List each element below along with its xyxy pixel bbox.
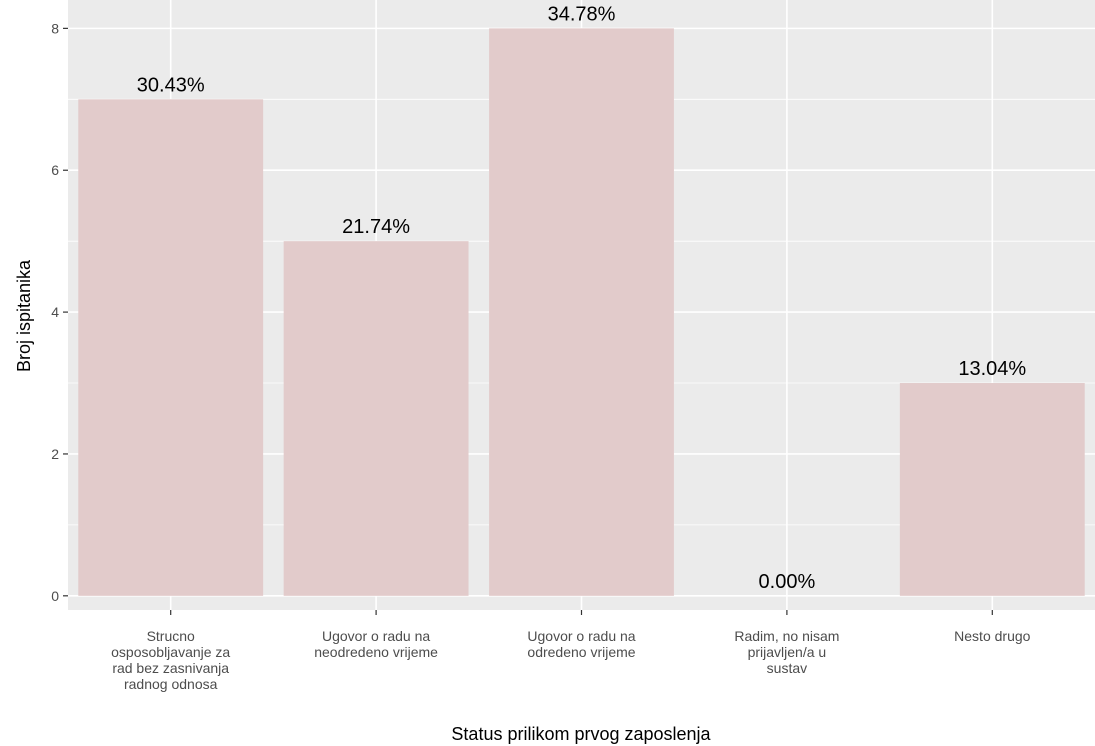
x-tick-label-line: sustav (767, 660, 807, 676)
bar-data-label: 21.74% (342, 216, 410, 238)
x-tick-label: Strucno osposobljavanje za rad bez zasniva… (111, 628, 230, 692)
y-axis: 0 2 4 6 8 (51, 20, 68, 604)
y-tick-label: 8 (51, 20, 59, 36)
x-tick-label: Ugovor o radu na neodredeno vrijeme (314, 628, 438, 660)
x-tick-label: Ugovor o radu na odredeno vrijeme (527, 628, 635, 660)
y-tick-label: 4 (51, 304, 59, 320)
x-tick-label-line: neodredeno vrijeme (314, 644, 438, 660)
bar (899, 383, 1085, 596)
x-axis: Strucno osposobljavanje za rad bez zasniva… (111, 610, 1031, 692)
y-axis-title: Broj ispitanika (14, 259, 34, 372)
bar-data-label: 0.00% (759, 571, 816, 593)
x-tick-label: Radim, no nisam prijavljen/a u sustav (734, 628, 839, 676)
x-tick-label-line: Strucno (147, 628, 195, 644)
x-tick-label-line: rad bez zasnivanja (112, 660, 229, 676)
bars-group (78, 28, 1085, 596)
x-tick-label-line: odredeno vrijeme (527, 644, 635, 660)
y-tick-label: 0 (51, 588, 59, 604)
bar-data-label: 30.43% (137, 74, 205, 96)
x-tick-label-line: prijavljen/a u (748, 644, 827, 660)
data-labels-group: 30.43% 21.74% 34.78% 0.00% 13.04% (137, 3, 1027, 592)
x-tick-label-line: radnog odnosa (124, 676, 218, 692)
x-tick-label: Nesto drugo (954, 628, 1030, 644)
x-tick-label-line: Nesto drugo (954, 628, 1030, 644)
x-tick-label-line: Radim, no nisam (734, 628, 839, 644)
bar-data-label: 13.04% (958, 358, 1026, 380)
y-tick-label: 2 (51, 446, 59, 462)
bar (283, 241, 469, 596)
x-tick-label-line: Ugovor o radu na (322, 628, 430, 644)
bar-data-label: 34.78% (548, 3, 616, 25)
bar (489, 28, 674, 596)
x-tick-label-line: Ugovor o radu na (527, 628, 635, 644)
bar (78, 99, 264, 596)
x-axis-title: Status prilikom prvog zaposlenja (451, 724, 711, 744)
x-tick-label-line: osposobljavanje za (111, 644, 230, 660)
y-tick-label: 6 (51, 162, 59, 178)
